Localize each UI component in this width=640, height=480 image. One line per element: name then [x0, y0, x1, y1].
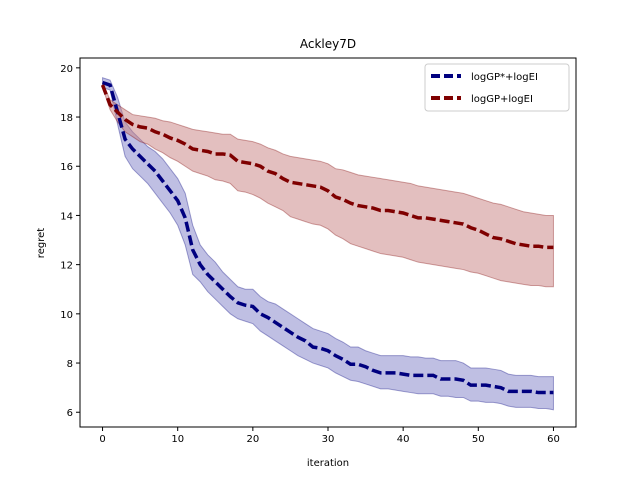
- y-tick-label: 18: [60, 113, 73, 124]
- x-axis-label: iteration: [307, 458, 349, 469]
- x-tick-label: 10: [171, 434, 184, 445]
- y-axis-label: regret: [36, 228, 47, 258]
- series-lines: [100, 80, 554, 395]
- line-series-1: [102, 80, 554, 395]
- legend: logGP*+logEI logGP+logEI: [424, 63, 570, 112]
- y-tick-label: 6: [67, 408, 73, 419]
- legend-label-series-2: logGP+logEI: [471, 94, 533, 105]
- x-tick-label: 30: [322, 434, 335, 445]
- y-tick-label: 10: [60, 310, 73, 321]
- chart-title: Ackley7D: [300, 37, 356, 51]
- x-tick-label: 50: [472, 434, 485, 445]
- x-tick-label: 0: [99, 434, 105, 445]
- y-tick-label: 16: [60, 162, 73, 173]
- y-tick-label: 14: [60, 211, 73, 222]
- band-series-2: [102, 82, 554, 288]
- legend-label-series-1: logGP*+logEI: [471, 72, 538, 83]
- y-tick-label: 8: [67, 359, 73, 370]
- x-axis-ticks: 0 10 20 30 40 50 60: [99, 427, 560, 445]
- y-tick-label: 20: [60, 64, 73, 75]
- x-tick-label: 20: [246, 434, 259, 445]
- y-axis-ticks: 6 8 10 12 14 16 18 20: [60, 64, 80, 419]
- y-tick-label: 12: [60, 261, 73, 272]
- line-series-2: [100, 84, 554, 250]
- x-tick-label: 60: [547, 434, 560, 445]
- x-tick-label: 40: [397, 434, 410, 445]
